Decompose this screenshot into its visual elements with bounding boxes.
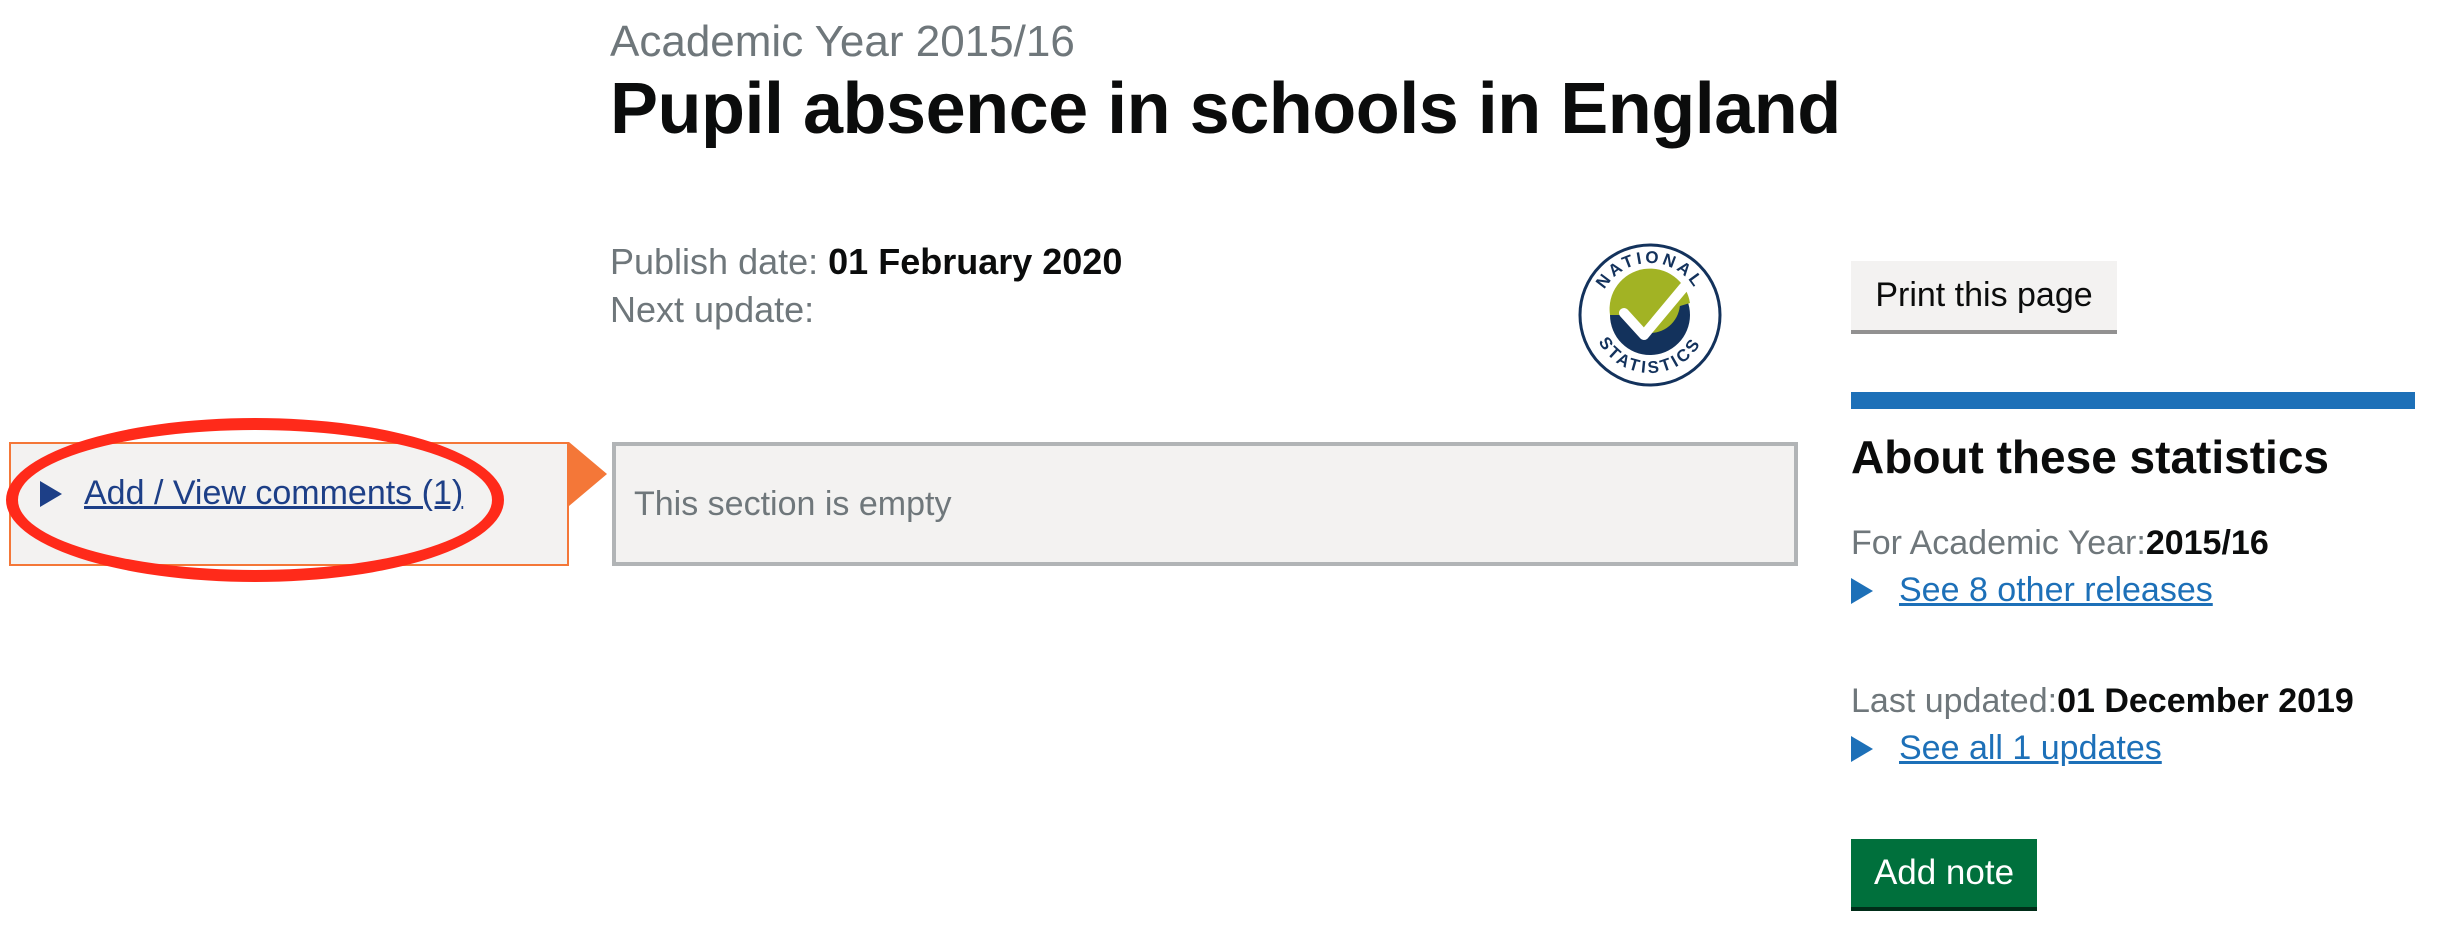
comments-panel <box>9 442 569 566</box>
content-section: This section is empty <box>612 442 1798 566</box>
publish-date-value: 01 February 2020 <box>828 241 1123 282</box>
page-caption: Academic Year 2015/16 <box>610 17 1075 66</box>
expand-triangle-icon <box>1851 577 1873 604</box>
comments-link-label: Add / View comments (1) <box>84 474 464 512</box>
expand-triangle-icon <box>40 480 62 507</box>
all-updates-label: See all 1 updates <box>1899 729 2162 767</box>
publish-date-label: Publish date: <box>610 241 829 282</box>
see-all-updates-link[interactable]: See all 1 updates <box>1851 729 2162 768</box>
add-view-comments-link[interactable]: Add / View comments (1) <box>40 474 463 513</box>
publish-date-row: Publish date: 01 February 2020 <box>610 238 1122 286</box>
sidebar-accent-bar <box>1851 392 2415 409</box>
see-other-releases-link[interactable]: See 8 other releases <box>1851 571 2213 610</box>
academic-year-row: For Academic Year:2015/16 <box>1851 524 2269 563</box>
national-statistics-logo: NATIONAL STATISTICS <box>1578 243 1722 387</box>
expand-triangle-icon <box>1851 735 1873 762</box>
academic-year-value: 2015/16 <box>2145 524 2269 562</box>
page-title: Pupil absence in schools in England <box>610 69 1841 149</box>
last-updated-row: Last updated:01 December 2019 <box>1851 682 2354 721</box>
comments-pointer-arrow <box>569 442 607 506</box>
about-statistics-heading: About these statistics <box>1851 431 2329 483</box>
last-updated-label: Last updated: <box>1851 682 2058 720</box>
academic-year-label: For Academic Year: <box>1851 524 2146 562</box>
last-updated-value: 01 December 2019 <box>2057 682 2354 720</box>
empty-section-text: This section is empty <box>634 484 952 523</box>
add-note-button[interactable]: Add note <box>1851 839 2037 911</box>
other-releases-label: See 8 other releases <box>1899 571 2213 609</box>
print-page-button[interactable]: Print this page <box>1851 261 2117 334</box>
release-meta: Publish date: 01 February 2020 Next upda… <box>610 238 1122 334</box>
next-update-label: Next update: <box>610 289 815 330</box>
